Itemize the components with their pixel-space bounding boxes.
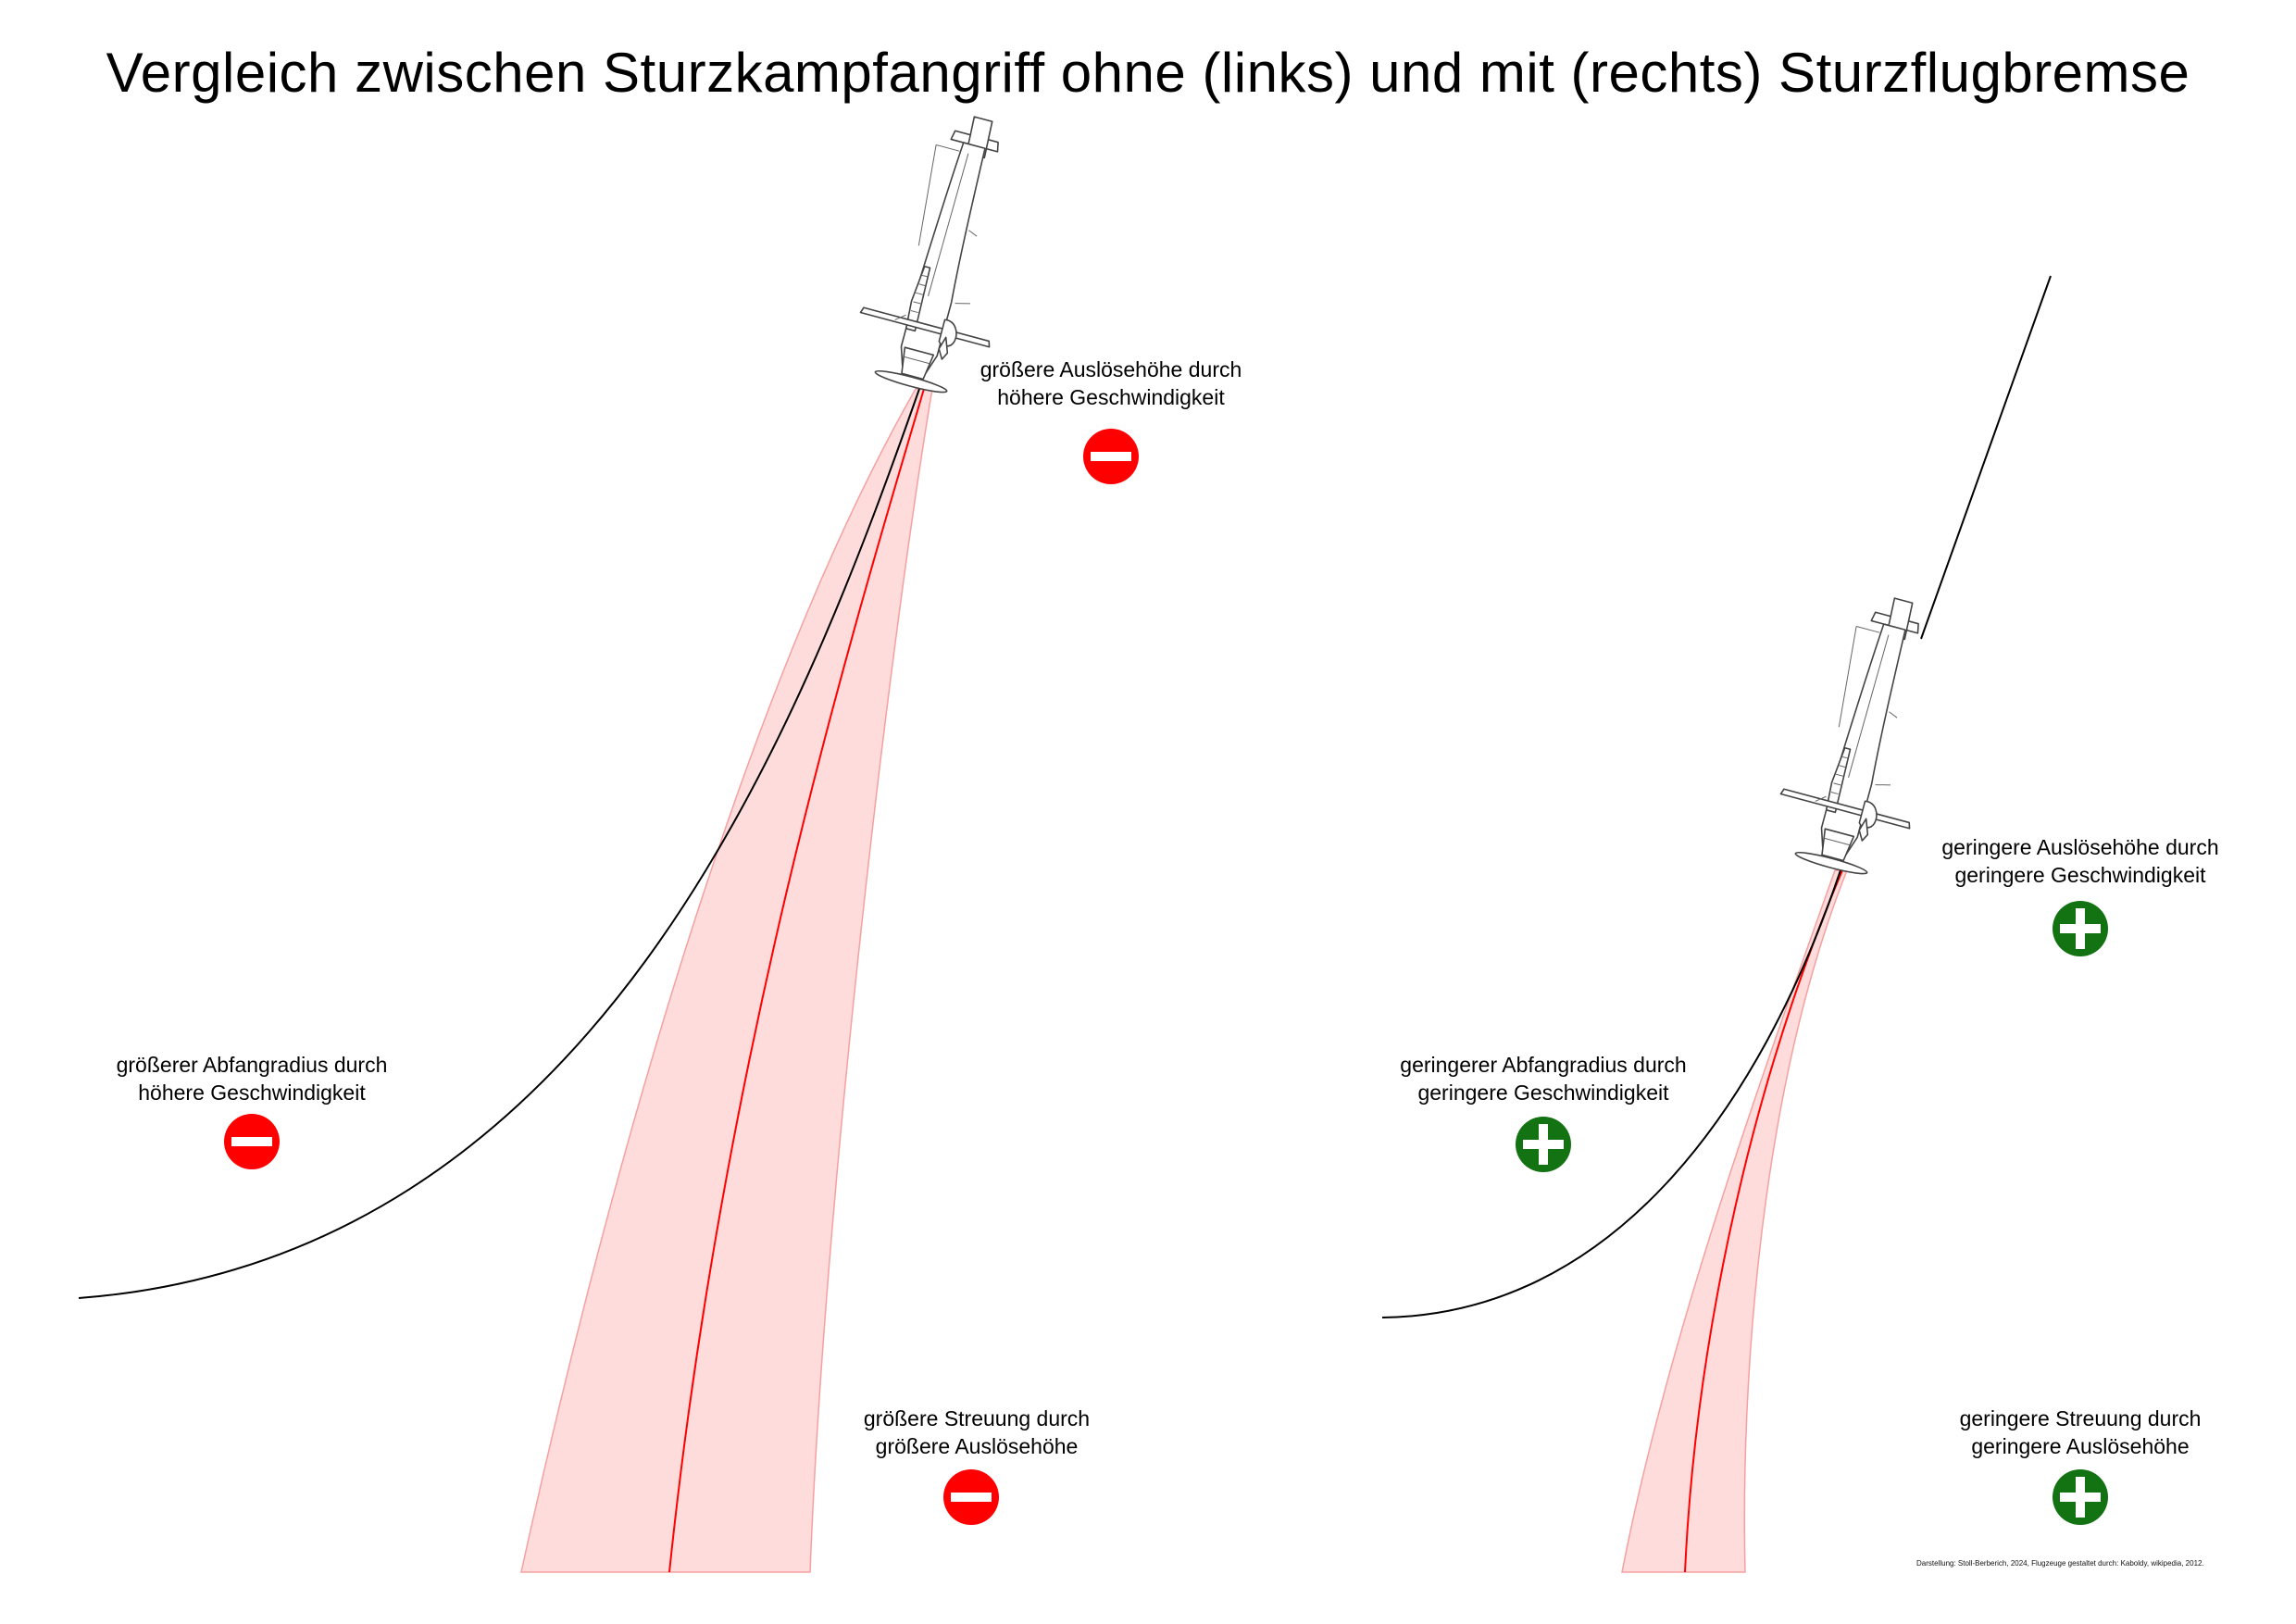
right-panel: [1381, 275, 2052, 1573]
annotation-pullout-radius-right: geringerer Abfangradius durch geringere …: [1400, 1053, 1687, 1105]
plus-icon: [1516, 1117, 1571, 1172]
left-panel: [78, 100, 1047, 1573]
annotation-release-height-left: größere Auslösehöhe durch höhere Geschwi…: [980, 357, 1242, 409]
credit-note: Darstellung: Stoll-Berberich, 2024, Flug…: [1916, 1559, 2204, 1568]
bomb-trajectory-left: [668, 388, 925, 1573]
minus-icon: [224, 1114, 280, 1169]
flight-path-right: [1381, 869, 1841, 1318]
dispersion-cone-right: [1621, 869, 1849, 1573]
annotation-release-height-right: geringere Auslösehöhe durch geringere Ge…: [1941, 835, 2219, 887]
plus-icon: [2053, 1469, 2108, 1525]
flight-path-left: [78, 388, 920, 1299]
page-title: Vergleich zwischen Sturzkampfangriff ohn…: [106, 42, 2190, 104]
approach-path-right: [1920, 275, 2052, 640]
plus-icon: [2053, 901, 2108, 956]
minus-icon: [1083, 429, 1139, 484]
minus-icon: [943, 1469, 999, 1525]
dispersion-cone-left: [520, 388, 933, 1573]
annotation-dispersion-left: größere Streuung durch größere Auslösehö…: [863, 1406, 1091, 1458]
bomb-trajectory-right: [1684, 869, 1843, 1573]
annotation-pullout-radius-left: größerer Abfangradius durch höhere Gesch…: [116, 1053, 388, 1105]
annotation-dispersion-right: geringere Streuung durch geringere Auslö…: [1959, 1406, 2202, 1458]
